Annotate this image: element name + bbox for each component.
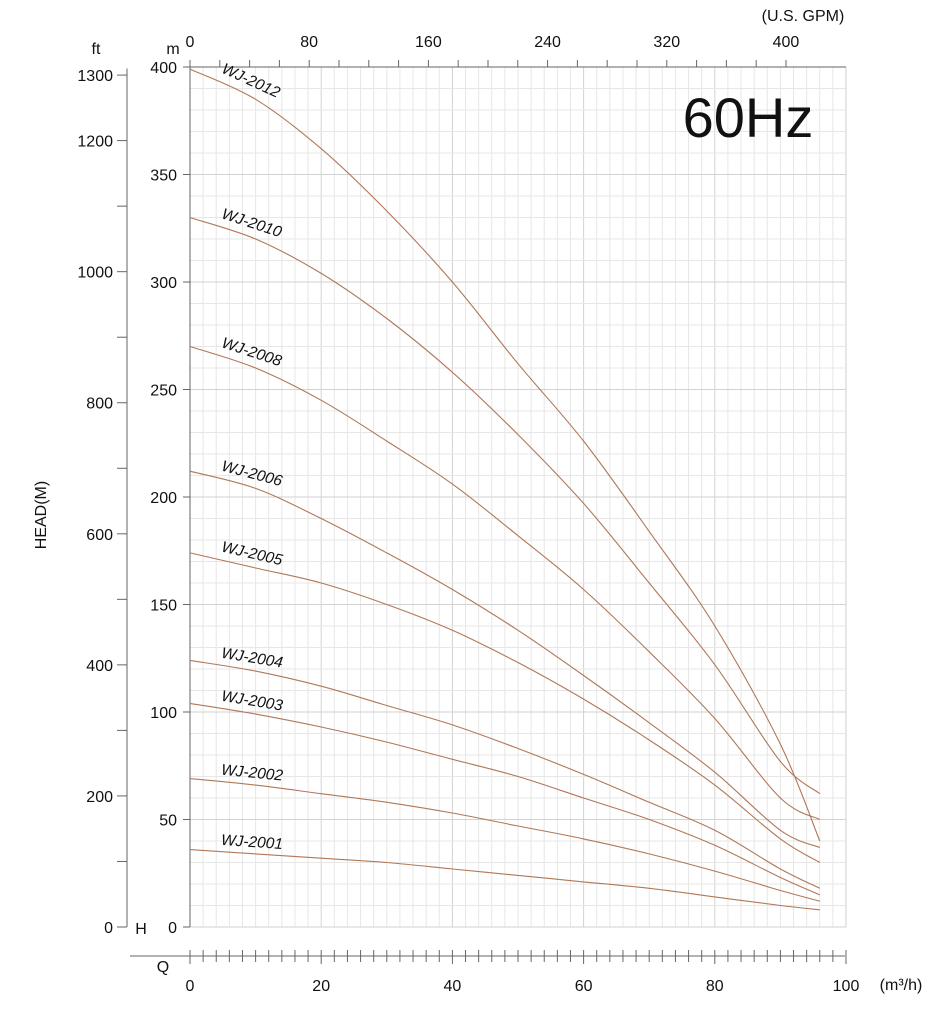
curve-wj-2012 — [189, 68, 821, 842]
m3h-axis-tick-label: 80 — [706, 978, 724, 995]
m-axis-tick-label: 100 — [150, 705, 177, 722]
ft-axis-tick-label: 1000 — [77, 265, 113, 282]
text-labels: 60Hz HEAD(M) ft m (U.S. GPM) (m³/h) H Q … — [33, 8, 922, 995]
ft-axis-unit: ft — [92, 41, 101, 58]
m-axis-tick-label: 150 — [150, 598, 177, 615]
ft-axis-tick-label: 0 — [104, 920, 113, 937]
curve-wj-2005 — [189, 552, 821, 863]
m3h-axis-tick-label: 20 — [312, 978, 330, 995]
curve-wj-2004 — [189, 659, 821, 889]
curve-wj-2001 — [189, 849, 820, 911]
ft-axis-tick-label: 800 — [86, 396, 113, 413]
grid — [189, 66, 847, 928]
m-axis-tick-label: 400 — [150, 60, 177, 77]
m-axis-tick-label: 300 — [150, 275, 177, 292]
curve-wj-2003 — [189, 702, 821, 896]
gpm-axis-tick-label: 240 — [534, 34, 561, 51]
curves — [189, 68, 821, 911]
m-axis-tick-label: 0 — [168, 920, 177, 937]
chart-title: 60Hz — [683, 86, 814, 149]
y-axis-title: HEAD(M) — [33, 481, 50, 549]
m-axis-tick-label: 250 — [150, 383, 177, 400]
h-marker: H — [135, 921, 147, 938]
m3h-axis-unit: (m³/h) — [880, 977, 923, 994]
m-axis-tick-label: 50 — [159, 813, 177, 830]
m3h-axis-tick-label: 0 — [186, 978, 195, 995]
curve-label-wj-2001: WJ-2001 — [220, 832, 283, 853]
ft-axis-tick-label: 200 — [86, 789, 113, 806]
curve-wj-2002 — [189, 778, 820, 902]
gpm-axis-tick-label: 400 — [773, 34, 800, 51]
curve-wj-2006 — [189, 470, 821, 849]
axes — [117, 60, 847, 964]
gpm-axis-unit: (U.S. GPM) — [762, 8, 845, 25]
ft-axis-tick-label: 1200 — [77, 134, 113, 151]
m3h-axis-tick-label: 60 — [575, 978, 593, 995]
m3h-axis-tick-label: 40 — [444, 978, 462, 995]
m-axis-tick-label: 350 — [150, 168, 177, 185]
m-axis-unit: m — [166, 41, 179, 58]
gpm-axis-tick-label: 160 — [415, 34, 442, 51]
curve-wj-2008 — [189, 345, 821, 820]
ft-axis-tick-label: 1300 — [77, 68, 113, 85]
m-axis-tick-label: 200 — [150, 490, 177, 507]
m3h-axis-tick-label: 100 — [833, 978, 860, 995]
curve-label-wj-2002: WJ-2002 — [220, 762, 284, 785]
ft-axis-tick-label: 600 — [86, 527, 113, 544]
gpm-axis-tick-label: 0 — [186, 34, 195, 51]
gpm-axis-tick-label: 80 — [300, 34, 318, 51]
ft-axis-tick-label: 400 — [86, 658, 113, 675]
curve-wj-2010 — [189, 216, 821, 795]
q-marker: Q — [157, 959, 169, 976]
gpm-axis-tick-label: 320 — [653, 34, 680, 51]
